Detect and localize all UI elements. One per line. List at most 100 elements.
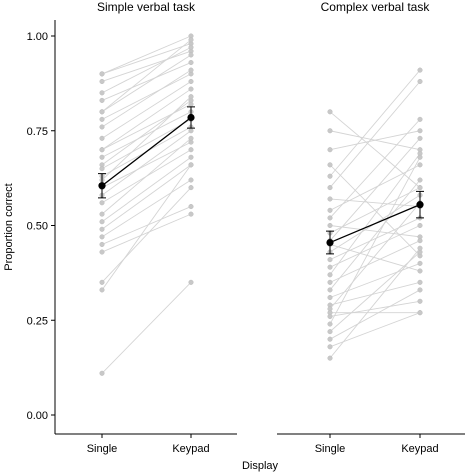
subject-point <box>99 124 105 130</box>
subject-line <box>101 46 192 94</box>
subject-point <box>327 355 333 361</box>
subject-point <box>327 279 333 285</box>
subject-line <box>101 81 192 139</box>
x-tick-label-keypad-complex: Keypad <box>401 443 438 455</box>
subject-point <box>417 279 423 285</box>
subject-point <box>417 245 423 251</box>
subject-line <box>329 111 421 188</box>
subject-point <box>327 336 333 342</box>
subject-line <box>101 73 192 120</box>
subject-line <box>101 118 192 170</box>
subject-point <box>99 147 105 153</box>
subject-point <box>417 116 423 122</box>
subject-point <box>99 116 105 122</box>
subject-line <box>101 164 192 230</box>
subject-point <box>99 154 105 160</box>
subject-line <box>101 156 192 223</box>
subject-line <box>101 187 192 283</box>
subject-line <box>101 88 192 151</box>
mean-series <box>326 190 424 255</box>
x-ticks-simple <box>101 434 192 438</box>
subject-line <box>329 130 421 151</box>
x-tick-label-single-complex: Single <box>315 443 346 455</box>
subject-line <box>329 179 421 291</box>
subject-point <box>417 287 423 293</box>
y-tick-label: 0.75 <box>27 126 48 138</box>
subject-line <box>101 96 192 181</box>
subject-lines <box>99 33 194 376</box>
subject-line <box>101 100 192 166</box>
subject-point <box>327 147 333 153</box>
subject-point <box>99 90 105 96</box>
subject-line <box>329 69 421 177</box>
subject-point <box>188 44 194 50</box>
subject-point <box>99 219 105 225</box>
mean-point <box>416 201 424 209</box>
subject-point <box>188 67 194 73</box>
subject-point <box>99 241 105 247</box>
subject-point <box>99 166 105 172</box>
panel-title-complex: Complex verbal task <box>321 0 431 14</box>
subject-point <box>327 287 333 293</box>
subject-point <box>417 67 423 73</box>
subject-point <box>99 211 105 217</box>
subject-point <box>188 154 194 160</box>
subject-point <box>188 78 194 85</box>
subject-line <box>329 225 421 268</box>
y-tick-label: 0.25 <box>27 315 48 327</box>
subject-point <box>188 128 194 134</box>
subject-point <box>99 226 105 232</box>
subject-line <box>329 202 421 310</box>
subject-point <box>188 204 194 210</box>
mean-line <box>329 204 421 244</box>
mean-point <box>98 182 106 190</box>
subject-line <box>329 225 421 238</box>
x-tick-label-single-simple: Single <box>87 443 118 455</box>
subject-point <box>327 294 333 301</box>
subject-point <box>327 272 333 278</box>
subject-line <box>101 69 192 128</box>
subject-line <box>329 157 421 325</box>
subject-line <box>329 81 421 188</box>
subject-point <box>327 207 333 213</box>
y-ticks: 0.00 0.25 0.50 0.75 1.00 <box>27 31 55 422</box>
subject-point <box>417 177 423 183</box>
y-axis-title: Proportion correct <box>3 183 15 270</box>
subject-point <box>188 37 194 43</box>
subject-point <box>417 260 423 266</box>
subject-point <box>417 268 423 274</box>
subject-line <box>329 153 421 276</box>
subject-line <box>101 282 192 374</box>
subject-point <box>417 78 423 85</box>
subject-point <box>188 86 194 92</box>
mean-series <box>98 106 195 199</box>
subject-point <box>327 313 333 320</box>
subject-point <box>417 154 423 160</box>
subject-point <box>99 97 105 103</box>
subject-line <box>101 179 192 238</box>
subject-line <box>101 141 192 189</box>
x-axis-title: Display <box>242 460 279 472</box>
subject-point <box>417 238 423 244</box>
subject-point <box>99 370 105 376</box>
subject-point <box>188 211 194 217</box>
subject-point <box>327 185 333 191</box>
y-tick-label: 1.00 <box>27 31 48 43</box>
y-tick-label: 0.00 <box>27 410 48 422</box>
subject-line <box>101 103 192 151</box>
x-ticks-complex <box>329 434 421 438</box>
subject-point <box>327 329 333 335</box>
subject-point <box>188 52 194 58</box>
subject-line <box>101 35 192 75</box>
subject-point <box>188 279 194 285</box>
subject-point <box>327 196 333 202</box>
subject-line <box>329 138 421 241</box>
x-tick-label-keypad-simple: Keypad <box>172 443 209 455</box>
subject-point <box>188 59 194 66</box>
subject-point <box>327 109 333 115</box>
subject-point <box>99 109 105 115</box>
subject-line <box>101 39 192 113</box>
subject-point <box>188 177 194 183</box>
subject-line <box>101 62 192 101</box>
